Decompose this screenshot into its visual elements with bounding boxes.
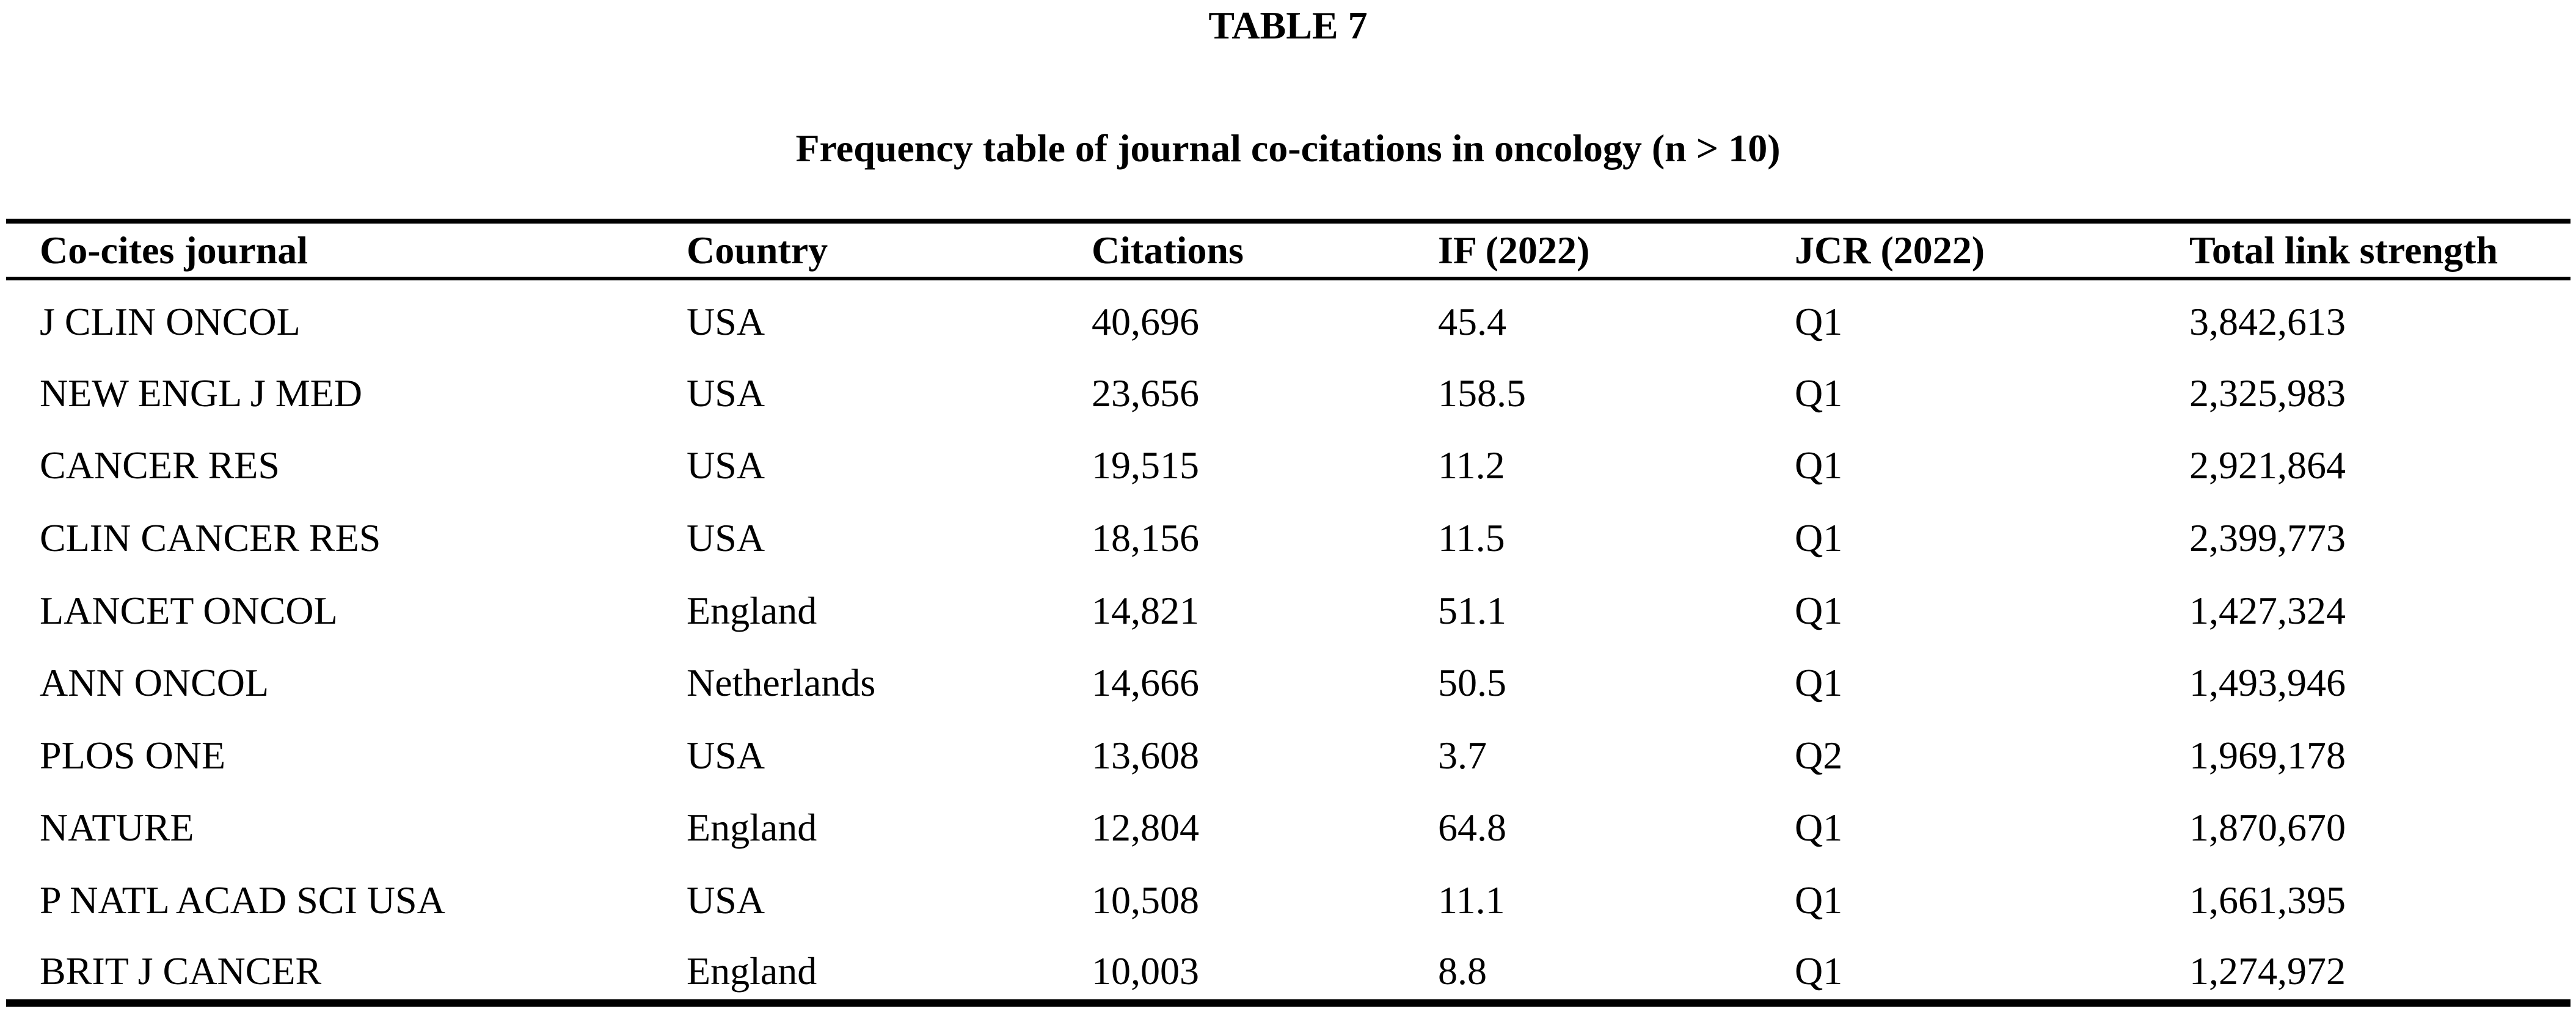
table-cell: 158.5 xyxy=(1438,371,1526,415)
table-cell: 1,969,178 xyxy=(2189,733,2346,777)
table-cell: 11.1 xyxy=(1438,878,1505,922)
header-cell-3: IF (2022) xyxy=(1438,221,1795,280)
table-cell: CLIN CANCER RES xyxy=(40,516,381,560)
table-cell: 12,804 xyxy=(1092,806,1199,850)
table-cell: England xyxy=(687,588,817,632)
table-cell: Q1 xyxy=(1795,878,1843,922)
table-cell: CANCER RES xyxy=(40,443,280,487)
table-cell: Netherlands xyxy=(687,661,876,705)
table-cell: 18,156 xyxy=(1092,516,1199,560)
table-cell: 8.8 xyxy=(1438,949,1487,993)
table-cell: Q1 xyxy=(1795,516,1843,560)
table-row: PLOS ONE USA 13,608 3.7 Q2 1,969,178 xyxy=(6,713,2571,786)
table-cell: NATURE xyxy=(40,806,194,850)
table-cell: Q1 xyxy=(1795,443,1843,487)
table-row: J CLIN ONCOL USA 40,696 45.4 Q1 3,842,613 xyxy=(6,279,2571,351)
table-cell: Q2 xyxy=(1795,733,1843,777)
table-cell: 11.2 xyxy=(1438,443,1505,487)
table-row: CANCER RES USA 19,515 11.2 Q1 2,921,864 xyxy=(6,423,2571,496)
table-cell: LANCET ONCOL xyxy=(40,588,338,632)
table-cell: P NATL ACAD SCI USA xyxy=(40,878,445,922)
table-cell: 64.8 xyxy=(1438,806,1506,850)
table-cell: Q1 xyxy=(1795,299,1843,343)
table-cell: 11.5 xyxy=(1438,516,1505,560)
table-cell: 2,325,983 xyxy=(2189,371,2346,415)
table-cell: USA xyxy=(687,878,765,922)
table-row: P NATL ACAD SCI USA USA 10,508 11.1 Q1 1,661,… xyxy=(6,858,2571,931)
header-row: Co-cites journal Country Citations IF (2022… xyxy=(6,221,2571,280)
table-cell: 14,666 xyxy=(1092,661,1199,705)
table-cell: 1,274,972 xyxy=(2189,949,2346,993)
header-cell-0: Co-cites journal xyxy=(6,221,687,280)
table-cell: Q1 xyxy=(1795,949,1843,993)
table-cell: 1,870,670 xyxy=(2189,806,2346,850)
table-cell: Q1 xyxy=(1795,371,1843,415)
table-cell: 1,427,324 xyxy=(2189,588,2346,632)
table-cell: BRIT J CANCER xyxy=(40,949,322,993)
table-cell: USA xyxy=(687,299,765,343)
table-cell: NEW ENGL J MED xyxy=(40,371,362,415)
table-cell: Q1 xyxy=(1795,806,1843,850)
table-row: BRIT J CANCER England 10,003 8.8 Q1 1,274,972 xyxy=(6,930,2571,1003)
table-cell: England xyxy=(687,949,817,993)
table-cell: USA xyxy=(687,516,765,560)
table-cell: 23,656 xyxy=(1092,371,1199,415)
table-cell: USA xyxy=(687,733,765,777)
table-cell: USA xyxy=(687,371,765,415)
table-cell: 51.1 xyxy=(1438,588,1506,632)
table-cell: PLOS ONE xyxy=(40,733,226,777)
table-cell: 2,399,773 xyxy=(2189,516,2346,560)
table-label: TABLE 7 xyxy=(1208,4,1368,47)
header-cell-2: Citations xyxy=(1092,221,1438,280)
table-cell: 2,921,864 xyxy=(2189,443,2346,487)
table-cell: 10,003 xyxy=(1092,949,1199,993)
table-cell: England xyxy=(687,806,817,850)
table-cell: USA xyxy=(687,443,765,487)
table-cell: 19,515 xyxy=(1092,443,1199,487)
table-cell: ANN ONCOL xyxy=(40,661,269,705)
table-cell: 14,821 xyxy=(1092,588,1199,632)
table-row: ANN ONCOL Netherlands 14,666 50.5 Q1 1,493,94… xyxy=(6,641,2571,713)
header-cell-5: Total link strength xyxy=(2189,221,2571,280)
table-row: LANCET ONCOL England 14,821 51.1 Q1 1,427,324 xyxy=(6,568,2571,641)
table-cell: J CLIN ONCOL xyxy=(40,299,301,343)
table-cell: 45.4 xyxy=(1438,299,1506,343)
table-cell: 3.7 xyxy=(1438,733,1487,777)
header-cell-1: Country xyxy=(687,221,1092,280)
table-cell: 50.5 xyxy=(1438,661,1506,705)
table-row: NEW ENGL J MED USA 23,656 158.5 Q1 2,325,983 xyxy=(6,351,2571,424)
table-row: NATURE England 12,804 64.8 Q1 1,870,670 xyxy=(6,786,2571,858)
header-cell-4: JCR (2022) xyxy=(1795,221,2189,280)
table-cell: 13,608 xyxy=(1092,733,1199,777)
table-cell: 40,696 xyxy=(1092,299,1199,343)
table-cell: 1,661,395 xyxy=(2189,878,2346,922)
table-cell: Q1 xyxy=(1795,661,1843,705)
table-body: J CLIN ONCOL USA 40,696 45.4 Q1 3,842,613 NEW … xyxy=(6,279,2571,1003)
table-cell: 1,493,946 xyxy=(2189,661,2346,705)
table-cell: 3,842,613 xyxy=(2189,299,2346,343)
table-row: CLIN CANCER RES USA 18,156 11.5 Q1 2,399,773 xyxy=(6,496,2571,569)
cocitation-table: Co-cites journal Country Citations IF (2022… xyxy=(6,219,2571,1007)
table-cell: Q1 xyxy=(1795,588,1843,632)
table-cell: 10,508 xyxy=(1092,878,1199,922)
table-caption: Frequency table of journal co-citations … xyxy=(795,126,1781,170)
